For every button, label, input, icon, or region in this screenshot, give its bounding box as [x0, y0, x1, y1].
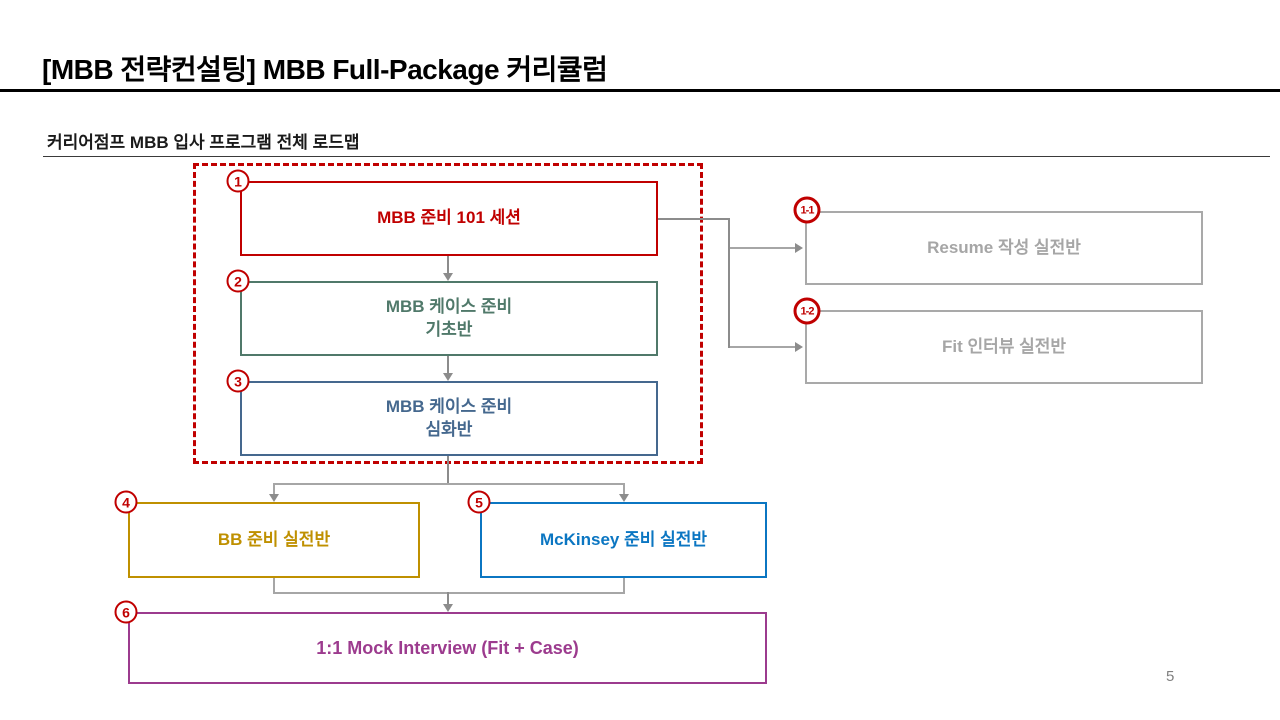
step-badge-4-label: 4 [122, 494, 130, 510]
flow-box-label: 1:1 Mock Interview (Fit + Case) [316, 637, 579, 658]
step-badge-2-label: 2 [234, 273, 242, 289]
label-line-2: 기초반 [425, 319, 473, 339]
connector-merge-horizontal [273, 592, 625, 594]
connector-line-3-split [447, 456, 449, 484]
connector-line-to-fit [730, 346, 795, 348]
label-line-1: MBB 케이스 준비 [385, 296, 513, 316]
arrow-down-icon [443, 273, 453, 281]
flow-box-label: Fit 인터뷰 실전반 [941, 336, 1067, 356]
page-number: 5 [1166, 668, 1175, 685]
arrow-right-icon [795, 342, 803, 352]
title-divider [0, 89, 1280, 92]
label-line-2: 심화반 [425, 419, 473, 439]
connector-line-right [658, 218, 730, 220]
step-badge-4: 4 [114, 490, 138, 514]
flow-box-label: McKinsey 준비 실전반 [539, 529, 707, 549]
step-badge-1-label: 1 [234, 173, 242, 189]
flow-box-label: MBB 준비 101 세션 [377, 208, 521, 228]
arrow-down-icon [269, 494, 279, 502]
arrow-down-icon [443, 604, 453, 612]
step-badge-2: 2 [226, 269, 250, 293]
connector-merge-right [623, 578, 625, 594]
connector-merge-left [273, 578, 275, 594]
label-line-1: MBB 케이스 준비 [385, 396, 513, 416]
step-badge-3: 3 [226, 369, 250, 393]
flow-box-resume-class: Resume 작성 실전반 [805, 211, 1203, 285]
connector-drop-right [623, 483, 625, 495]
arrow-right-icon [795, 243, 803, 253]
step-badge-1-1-label: 1-1 [800, 204, 815, 216]
step-badge-5: 5 [467, 490, 491, 514]
step-badge-1-2-label: 1-2 [800, 305, 815, 317]
step-badge-6: 6 [114, 600, 138, 624]
connector-split-horizontal [273, 483, 625, 485]
flow-box-label: Resume 작성 실전반 [927, 237, 1081, 257]
flow-box-bb-practice: BB 준비 실전반 [128, 502, 420, 578]
step-badge-1-1: 1-1 [793, 196, 821, 224]
step-badge-3-label: 3 [234, 373, 242, 389]
step-badge-1-2: 1-2 [793, 297, 821, 325]
connector-merge-center [447, 592, 449, 605]
flow-box-mckinsey-practice: McKinsey 준비 실전반 [480, 502, 767, 578]
page-title: [MBB 전략컨설팅] MBB Full-Package 커리큘럼 [42, 54, 608, 85]
connector-line-vertical [728, 218, 730, 348]
connector-drop-left [273, 483, 275, 495]
step-badge-1: 1 [226, 169, 250, 193]
connector-line-to-resume [730, 247, 795, 249]
arrow-down-icon [619, 494, 629, 502]
step-badge-5-label: 5 [475, 494, 483, 510]
connector-line-1-2 [447, 256, 449, 274]
flow-box-label: BB 준비 실전반 [217, 529, 331, 549]
section-heading: 커리어점프 MBB 입사 프로그램 전체 로드맵 [47, 133, 360, 152]
flow-box-mock-interview: 1:1 Mock Interview (Fit + Case) [128, 612, 767, 684]
flow-box-fit-interview-class: Fit 인터뷰 실전반 [805, 310, 1203, 384]
connector-line-2-3 [447, 356, 449, 374]
flow-box-mbb-101-session: MBB 준비 101 세션 [240, 181, 658, 256]
arrow-down-icon [443, 373, 453, 381]
section-divider [43, 156, 1270, 157]
step-badge-6-label: 6 [122, 604, 130, 620]
